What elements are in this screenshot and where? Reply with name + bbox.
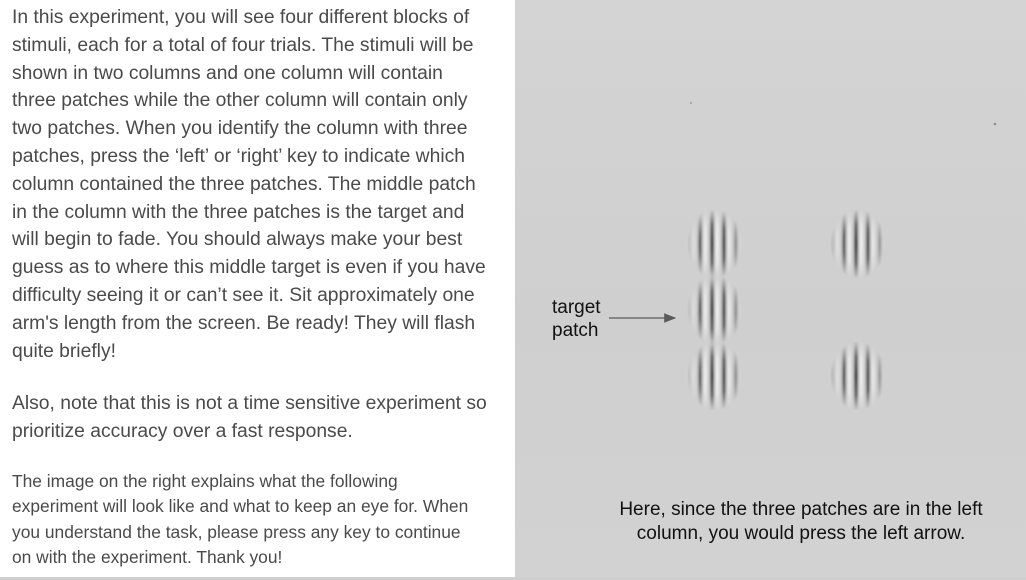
instructions-continue-text: The image on the right explains what the… [12, 471, 469, 568]
instructions-panel: In this experiment, you will see four di… [12, 7, 487, 568]
gabor-patches-illustration [609, 101, 997, 411]
gabor-patch [830, 209, 886, 279]
target-patch-label: target patch [552, 297, 601, 341]
speck-mark [993, 122, 997, 126]
gabor-patch [687, 209, 743, 279]
speck-mark [689, 101, 693, 105]
target-patch [687, 275, 743, 345]
instructions-note-text: Also, note that this is not a time sensi… [12, 393, 487, 442]
bottom-divider [0, 577, 1026, 580]
instructions-main-text: In this experiment, you will see four di… [12, 7, 486, 362]
gabor-patch [830, 341, 886, 411]
example-stimulus-image: target patch Here, since the three patch… [515, 0, 1026, 580]
example-caption: Here, since the three patches are in the… [619, 499, 983, 544]
gabor-patch [687, 341, 743, 411]
